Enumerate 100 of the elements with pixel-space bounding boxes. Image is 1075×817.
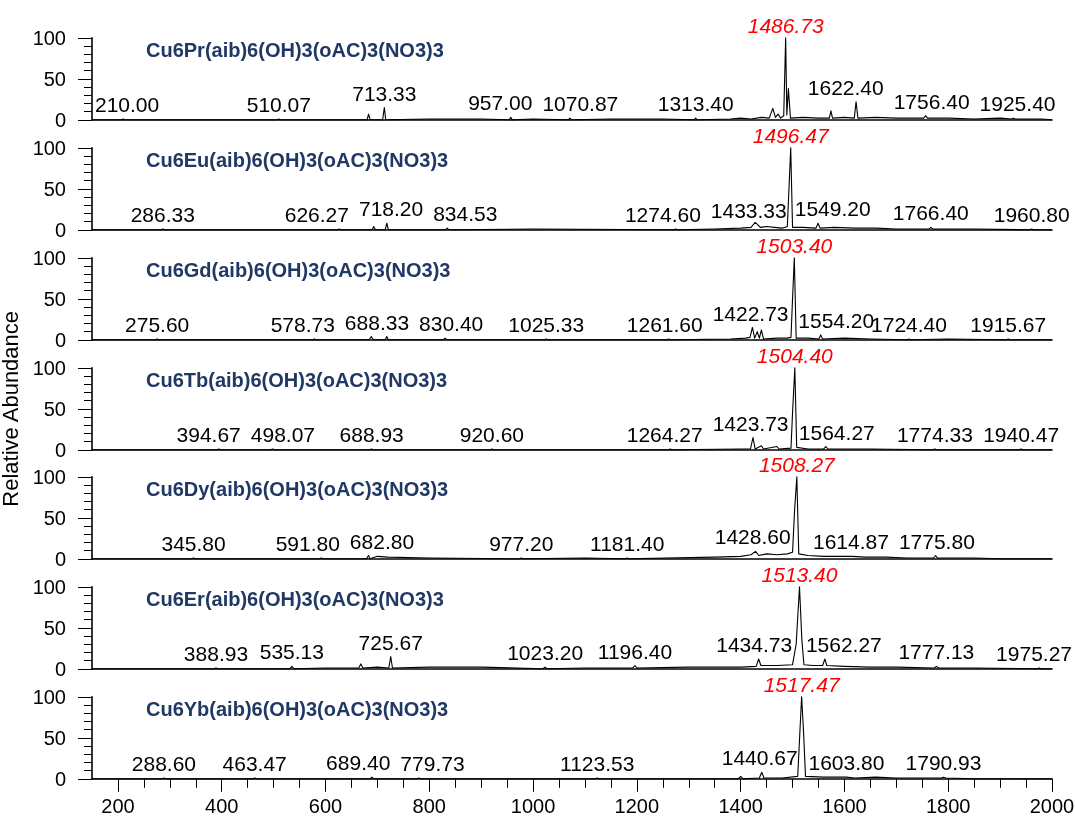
annotation: 1775.80 bbox=[898, 529, 975, 553]
annotation: 1960.80 bbox=[993, 202, 1070, 226]
x-tick-label: 800 bbox=[412, 794, 446, 817]
annotation: 286.33 bbox=[130, 202, 195, 226]
y-tick-label: 0 bbox=[54, 438, 66, 461]
annotation: 1603.80 bbox=[808, 751, 885, 775]
x-tick-label: 2000 bbox=[1029, 794, 1075, 817]
annotation: 1196.40 bbox=[597, 639, 673, 663]
annotation: 345.80 bbox=[161, 532, 226, 556]
annotation: 957.00 bbox=[468, 91, 533, 115]
annotation: 1940.47 bbox=[983, 422, 1060, 446]
y-tick-label: 0 bbox=[54, 767, 66, 790]
y-tick-label: 50 bbox=[43, 67, 66, 90]
y-tick-label: 50 bbox=[43, 616, 66, 639]
annotation: 779.73 bbox=[400, 751, 465, 775]
chart-title: Cu6Tb(aib)6(OH)3(oAC)3(NO3)3 bbox=[146, 368, 448, 391]
annotation: 1503.40 bbox=[756, 233, 833, 257]
chart-title: Cu6Pr(aib)6(OH)3(oAC)3(NO3)3 bbox=[146, 38, 444, 61]
y-tick-label: 50 bbox=[43, 177, 66, 200]
annotation: 1433.33 bbox=[710, 198, 787, 222]
y-tick-label: 100 bbox=[32, 356, 66, 379]
annotation: 591.80 bbox=[275, 532, 340, 556]
y-tick-label: 50 bbox=[43, 507, 66, 530]
annotation: 1975.27 bbox=[996, 641, 1073, 665]
annotation: 1549.20 bbox=[794, 197, 871, 221]
annotation: 1070.87 bbox=[542, 92, 619, 116]
annotation: 688.33 bbox=[344, 310, 410, 334]
annotation: 1777.13 bbox=[898, 640, 975, 664]
chart-title: Cu6Eu(aib)6(OH)3(oAC)3(NO3)3 bbox=[146, 148, 449, 171]
annotation: 1756.40 bbox=[893, 89, 970, 113]
chart-title: Cu6Dy(aib)6(OH)3(oAC)3(NO3)3 bbox=[146, 478, 449, 501]
x-tick-label: 600 bbox=[308, 794, 343, 817]
annotation: 1422.73 bbox=[712, 301, 789, 325]
annotation: 688.93 bbox=[339, 422, 404, 446]
annotation: 463.47 bbox=[222, 751, 287, 775]
annotation: 830.40 bbox=[419, 311, 484, 335]
annotation: 388.93 bbox=[183, 641, 249, 665]
y-tick-label: 0 bbox=[54, 218, 66, 241]
annotation: 1513.40 bbox=[761, 562, 838, 586]
annotation: 1564.27 bbox=[798, 420, 875, 444]
annotation: 1496.47 bbox=[752, 123, 830, 147]
chart-title: Cu6Yb(aib)6(OH)3(oAC)3(NO3)3 bbox=[146, 697, 449, 720]
annotation: 725.67 bbox=[358, 630, 423, 654]
y-tick-label: 0 bbox=[54, 548, 66, 571]
annotation: 1261.60 bbox=[626, 312, 703, 336]
annotation: 689.40 bbox=[326, 751, 391, 775]
y-axis-title: Relative Abundance bbox=[0, 310, 24, 507]
annotation: 535.13 bbox=[259, 640, 324, 664]
annotation: 920.60 bbox=[459, 422, 524, 446]
annotation: 1508.27 bbox=[758, 453, 837, 477]
annotation: 1181.40 bbox=[590, 532, 665, 556]
annotation: 1915.67 bbox=[970, 312, 1047, 336]
annotation: 510.07 bbox=[246, 92, 311, 116]
y-tick-label: 50 bbox=[43, 287, 66, 310]
annotation: 1428.60 bbox=[714, 525, 791, 549]
annotation: 275.60 bbox=[125, 312, 190, 336]
y-tick-label: 50 bbox=[43, 726, 66, 749]
y-tick-label: 0 bbox=[54, 328, 66, 351]
y-tick-label: 100 bbox=[32, 136, 66, 159]
annotation: 1423.73 bbox=[712, 411, 789, 435]
annotation: 1517.47 bbox=[763, 672, 841, 696]
annotation: 1562.27 bbox=[805, 633, 882, 657]
y-tick-label: 0 bbox=[54, 657, 66, 680]
annotation: 288.60 bbox=[131, 751, 197, 775]
x-tick-label: 200 bbox=[101, 794, 135, 817]
y-tick-label: 0 bbox=[54, 108, 66, 131]
annotation: 713.33 bbox=[352, 81, 417, 105]
annotation: 1504.40 bbox=[756, 343, 834, 367]
y-tick-label: 100 bbox=[32, 246, 66, 269]
annotation: 1622.40 bbox=[807, 75, 884, 99]
x-tick-label: 1400 bbox=[718, 794, 763, 817]
annotation: 1766.40 bbox=[892, 201, 969, 225]
y-tick-label: 100 bbox=[32, 466, 66, 489]
annotation: 1790.93 bbox=[905, 751, 982, 775]
annotation: 578.73 bbox=[270, 312, 335, 336]
annotation: 1486.73 bbox=[747, 13, 824, 37]
y-tick-label: 100 bbox=[32, 685, 66, 708]
annotation: 1434.73 bbox=[716, 633, 793, 657]
y-tick-label: 50 bbox=[43, 397, 66, 420]
x-tick-label: 1800 bbox=[925, 794, 971, 817]
x-tick-label: 1600 bbox=[822, 794, 867, 817]
annotation: 1313.40 bbox=[657, 92, 734, 116]
annotation: 718.20 bbox=[358, 197, 424, 221]
annotation: 1614.87 bbox=[812, 530, 889, 554]
annotation: 626.27 bbox=[284, 202, 349, 226]
annotation: 834.53 bbox=[433, 202, 498, 226]
y-tick-label: 100 bbox=[32, 575, 66, 598]
annotation: 1774.33 bbox=[896, 422, 973, 446]
x-tick-label: 1200 bbox=[614, 794, 660, 817]
chart-title: Cu6Er(aib)6(OH)3(oAC)3(NO3)3 bbox=[146, 587, 444, 610]
annotation: 1925.40 bbox=[979, 92, 1056, 116]
annotation: 394.67 bbox=[176, 422, 241, 446]
annotation: 210.00 bbox=[95, 92, 160, 116]
annotation: 977.20 bbox=[489, 532, 554, 556]
annotation: 1025.33 bbox=[508, 312, 585, 336]
annotation: 1123.53 bbox=[560, 751, 635, 775]
annotation: 1264.27 bbox=[626, 422, 703, 446]
annotation: 682.80 bbox=[349, 529, 415, 553]
annotation: 498.07 bbox=[250, 422, 316, 446]
annotation: 1023.20 bbox=[507, 641, 584, 665]
